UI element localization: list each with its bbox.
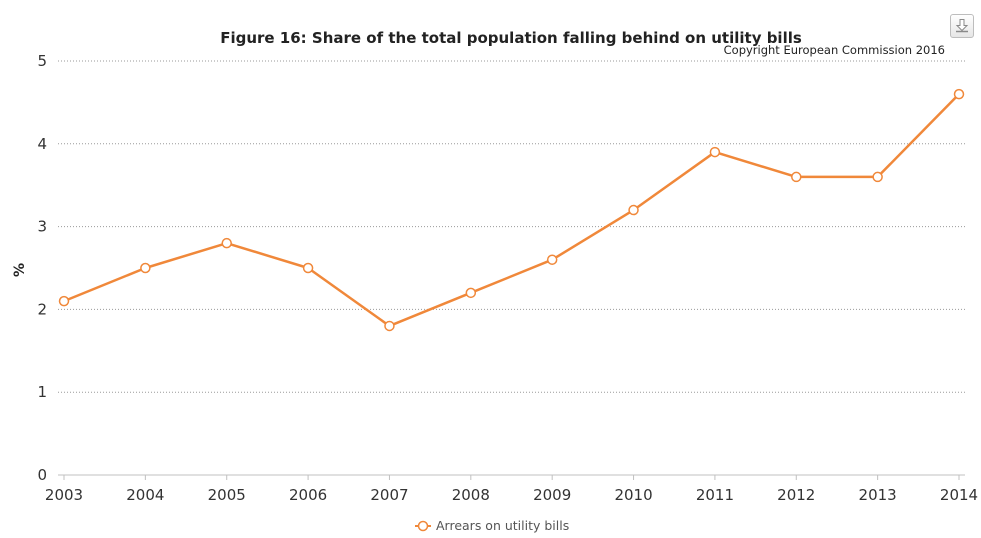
series-line bbox=[63, 93, 960, 328]
gridlines bbox=[58, 60, 965, 393]
x-tick-label: 2011 bbox=[696, 486, 734, 504]
data-point bbox=[384, 320, 395, 332]
y-tick-label: 4 bbox=[37, 135, 47, 153]
x-tick-label: 2006 bbox=[289, 486, 327, 504]
data-point bbox=[628, 204, 639, 216]
data-point bbox=[465, 287, 477, 299]
legend-point-marker bbox=[417, 520, 429, 532]
x-tick-label: 2014 bbox=[940, 486, 978, 504]
legend-label: Arrears on utility bills bbox=[436, 518, 569, 533]
data-point bbox=[709, 146, 721, 158]
data-point bbox=[953, 88, 965, 100]
data-point bbox=[546, 254, 558, 265]
data-point bbox=[791, 171, 802, 183]
x-tick-label: 2008 bbox=[452, 486, 490, 504]
x-tick-label: 2003 bbox=[45, 486, 83, 504]
y-axis-ticks: 0 1 2 3 4 5 bbox=[37, 52, 47, 484]
y-tick-label: 5 bbox=[37, 52, 47, 70]
legend[interactable]: Arrears on utility bills bbox=[415, 518, 569, 533]
data-point bbox=[140, 262, 151, 274]
x-axis-ticks: 2003 2004 2005 2006 2007 2008 2009 2010 2011 2012… bbox=[45, 475, 978, 504]
chart-title: Figure 16: Share of the total population… bbox=[220, 29, 802, 47]
x-tick-label: 2009 bbox=[533, 486, 571, 504]
y-tick-label: 3 bbox=[37, 218, 47, 236]
x-tick-label: 2012 bbox=[777, 486, 815, 504]
data-point bbox=[302, 262, 314, 274]
data-point bbox=[221, 237, 232, 249]
series-arrears bbox=[58, 88, 965, 332]
x-tick-label: 2005 bbox=[208, 486, 246, 504]
data-point bbox=[872, 171, 883, 183]
x-tick-label: 2013 bbox=[859, 486, 897, 504]
x-tick-label: 2004 bbox=[126, 486, 164, 504]
x-tick-label: 2010 bbox=[614, 486, 652, 504]
y-tick-label: 1 bbox=[37, 383, 47, 401]
x-tick-label: 2007 bbox=[370, 486, 408, 504]
data-point bbox=[58, 295, 70, 307]
y-tick-label: 0 bbox=[37, 466, 47, 484]
download-icon bbox=[955, 19, 969, 33]
export-button[interactable] bbox=[950, 14, 974, 38]
y-tick-label: 2 bbox=[37, 300, 47, 318]
chart-credit: Copyright European Commission 2016 bbox=[724, 43, 945, 57]
y-axis-label: % bbox=[12, 263, 28, 277]
